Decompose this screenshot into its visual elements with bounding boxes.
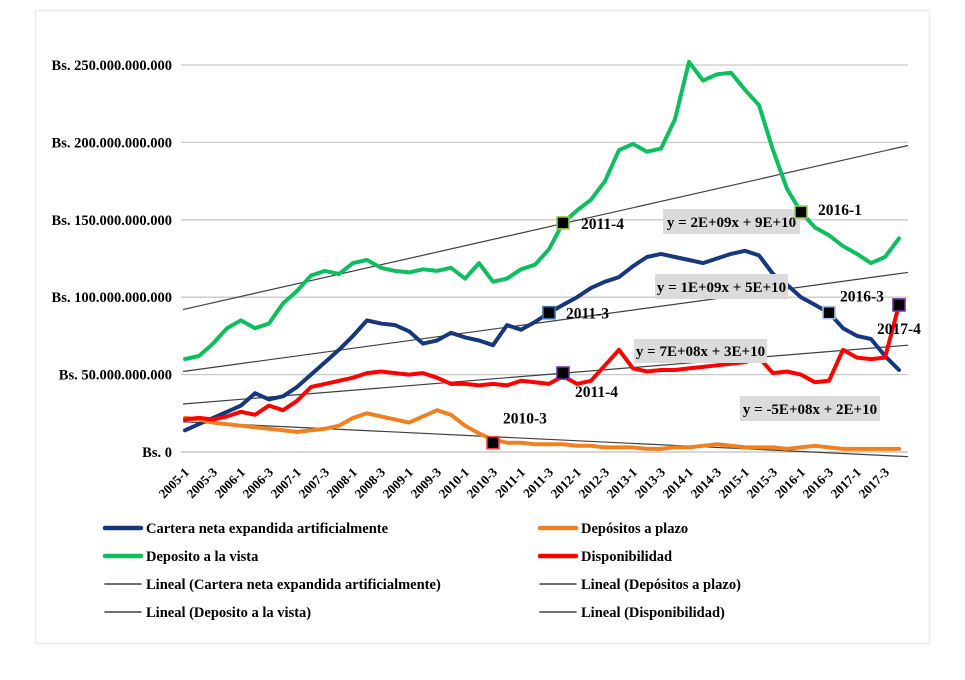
annotation-label: 2011-4 bbox=[581, 216, 624, 233]
equation-text: y = -5E+08x + 2E+10 bbox=[743, 402, 877, 418]
x-axis-label: 2006-1 bbox=[211, 465, 248, 502]
legend-label: Cartera neta expandida artificialmente bbox=[146, 521, 389, 537]
annotations: 2011-4 2016-1 2011-3 2016-3 2011-4 2017-4 2010… bbox=[486, 202, 921, 450]
x-axis-label: 2009-1 bbox=[379, 465, 416, 502]
x-axis-label: 2010-1 bbox=[435, 465, 472, 502]
x-axis-label: 2017-1 bbox=[827, 465, 864, 502]
x-axis-label: 2007-1 bbox=[267, 465, 304, 502]
y-axis-label: Bs. 0 bbox=[142, 445, 172, 461]
series-line bbox=[183, 408, 901, 451]
legend-label: Disponibilidad bbox=[581, 549, 672, 565]
equation-text: y = 1E+09x + 5E+10 bbox=[657, 280, 786, 296]
equation-labels: y = 2E+09x + 9E+10 y = 1E+09x + 5E+10 y = … bbox=[634, 209, 880, 421]
annotation-label: 2011-4 bbox=[575, 384, 618, 401]
x-axis-label: 2016-3 bbox=[799, 464, 836, 501]
chart-frame bbox=[34, 9, 931, 645]
equation-box bbox=[740, 396, 880, 421]
x-axis-label: 2016-1 bbox=[771, 465, 808, 502]
annotation-label: 2016-3 bbox=[840, 289, 884, 306]
data-point-marker bbox=[892, 298, 906, 312]
x-axis-label: 2013-1 bbox=[603, 465, 640, 502]
legend-label: Depósitos a plazo bbox=[581, 521, 688, 537]
data-point-marker bbox=[542, 305, 556, 320]
y-axis-label: Bs. 150.000.000.000 bbox=[52, 213, 172, 229]
y-axis-label: Bs. 100.000.000.000 bbox=[52, 290, 172, 306]
x-axis-label: 2014-3 bbox=[687, 464, 724, 501]
x-axis-label: 2011-1 bbox=[492, 465, 528, 501]
annotation-label: 2011-3 bbox=[566, 306, 609, 323]
annotation-label: 2010-3 bbox=[503, 411, 547, 428]
data-point-marker bbox=[822, 305, 836, 320]
x-axis-label: 2008-3 bbox=[351, 464, 388, 501]
series-line bbox=[183, 302, 901, 422]
data-point-marker bbox=[486, 435, 500, 450]
y-axis-label: Bs. 250.000.000.000 bbox=[52, 58, 172, 74]
equation-box bbox=[663, 209, 800, 234]
trendline bbox=[182, 271, 909, 373]
x-axis-label: 2005-1 bbox=[155, 465, 192, 502]
x-axis-label: 2015-1 bbox=[715, 465, 752, 502]
equation-text: y = 2E+09x + 9E+10 bbox=[667, 215, 796, 231]
x-axis-label: 2009-3 bbox=[407, 464, 444, 501]
x-axis-label: 2013-3 bbox=[631, 464, 668, 501]
x-axis-label: 2005-3 bbox=[183, 464, 220, 501]
x-axis-labels: 2005-12005-32006-12006-32007-12007-32008… bbox=[155, 464, 892, 501]
x-axis-label: 2017-3 bbox=[855, 464, 892, 501]
x-axis-label: 2015-3 bbox=[743, 464, 780, 501]
x-axis-label: 2014-1 bbox=[659, 465, 696, 502]
legend-label: Lineal (Disponibilidad) bbox=[581, 605, 725, 621]
data-point-marker bbox=[556, 366, 570, 380]
equation-box bbox=[634, 339, 767, 363]
equation-box bbox=[655, 274, 788, 299]
series-line bbox=[183, 59, 901, 362]
legend: Cartera neta expandida artificialmente De… bbox=[102, 521, 741, 621]
x-axis-label: 2007-3 bbox=[295, 464, 332, 501]
legend-label: Lineal (Depósitos a plazo) bbox=[581, 577, 741, 593]
y-axis-labels: Bs. 0 Bs. 50.000.000.000 Bs. 100.000.000.0… bbox=[52, 58, 172, 461]
legend-label: Lineal (Deposito a la vista) bbox=[146, 605, 311, 621]
x-axis-label: 2008-1 bbox=[323, 465, 360, 502]
x-axis-label: 2010-3 bbox=[463, 464, 500, 501]
data-point-marker bbox=[556, 216, 570, 230]
legend-label: Deposito a la vista bbox=[146, 549, 259, 565]
y-axis-label: Bs. 50.000.000.000 bbox=[59, 368, 172, 384]
annotation-label: 2016-1 bbox=[818, 202, 862, 219]
data-point-marker bbox=[794, 205, 808, 219]
legend-label: Lineal (Cartera neta expandida artificia… bbox=[146, 577, 441, 593]
y-axis-label: Bs. 200.000.000.000 bbox=[52, 135, 172, 151]
x-axis-label: 2012-3 bbox=[575, 464, 612, 501]
equation-text: y = 7E+08x + 3E+10 bbox=[636, 344, 765, 360]
annotation-label: 2017-4 bbox=[877, 321, 921, 338]
x-axis-label: 2012-1 bbox=[547, 465, 584, 502]
x-axis-label: 2006-3 bbox=[239, 464, 276, 501]
